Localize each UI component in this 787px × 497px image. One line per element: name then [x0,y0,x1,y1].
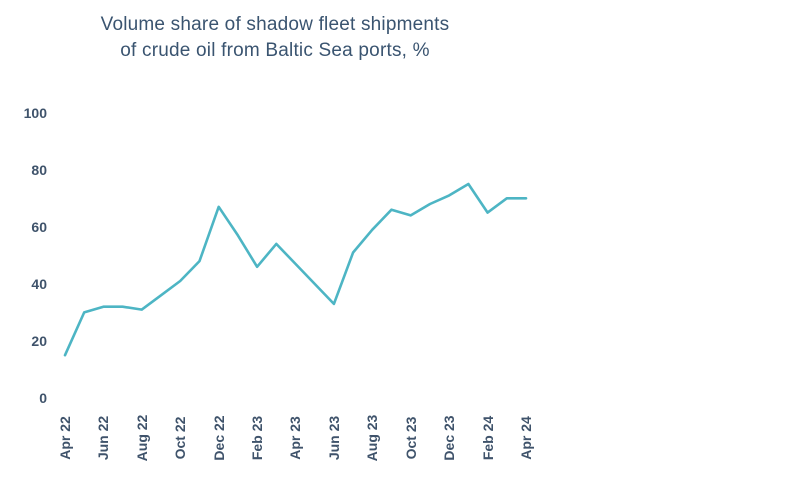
x-tick-label-text: Jun 23 [325,415,342,461]
y-tick-label: 60 [31,218,47,235]
x-tick-label-text: Aug 22 [133,414,150,462]
y-tick-label: 20 [31,332,47,349]
x-tick-label-text: Oct 22 [172,416,189,460]
x-tick-label-text: Dec 22 [210,415,227,461]
chart-title: Volume share of shadow fleet shipments o… [40,12,510,64]
chart-title-line1: Volume share of shadow fleet shipments [100,14,450,35]
chart-title-line2: of crude oil from Baltic Sea ports, % [120,40,430,61]
x-tick-label-text: Dec 23 [441,415,458,461]
y-tick-label: 0 [39,390,47,406]
x-tick-label-text: Aug 23 [364,414,381,462]
x-tick-label-text: Apr 24 [517,416,534,460]
y-tick-label: 100 [23,104,47,121]
x-tick-label-text: Apr 22 [57,416,73,460]
y-tick-label: 80 [31,161,47,178]
x-tick-label-text: Feb 24 [479,415,496,461]
line-series [63,182,528,357]
x-tick-label-text: Apr 23 [287,416,304,460]
y-tick-label: 40 [31,275,47,292]
x-tick-label-text: Feb 23 [249,415,266,461]
x-tick-label-text: Oct 23 [402,416,419,460]
x-tick-label-text: Jun 22 [95,415,112,461]
